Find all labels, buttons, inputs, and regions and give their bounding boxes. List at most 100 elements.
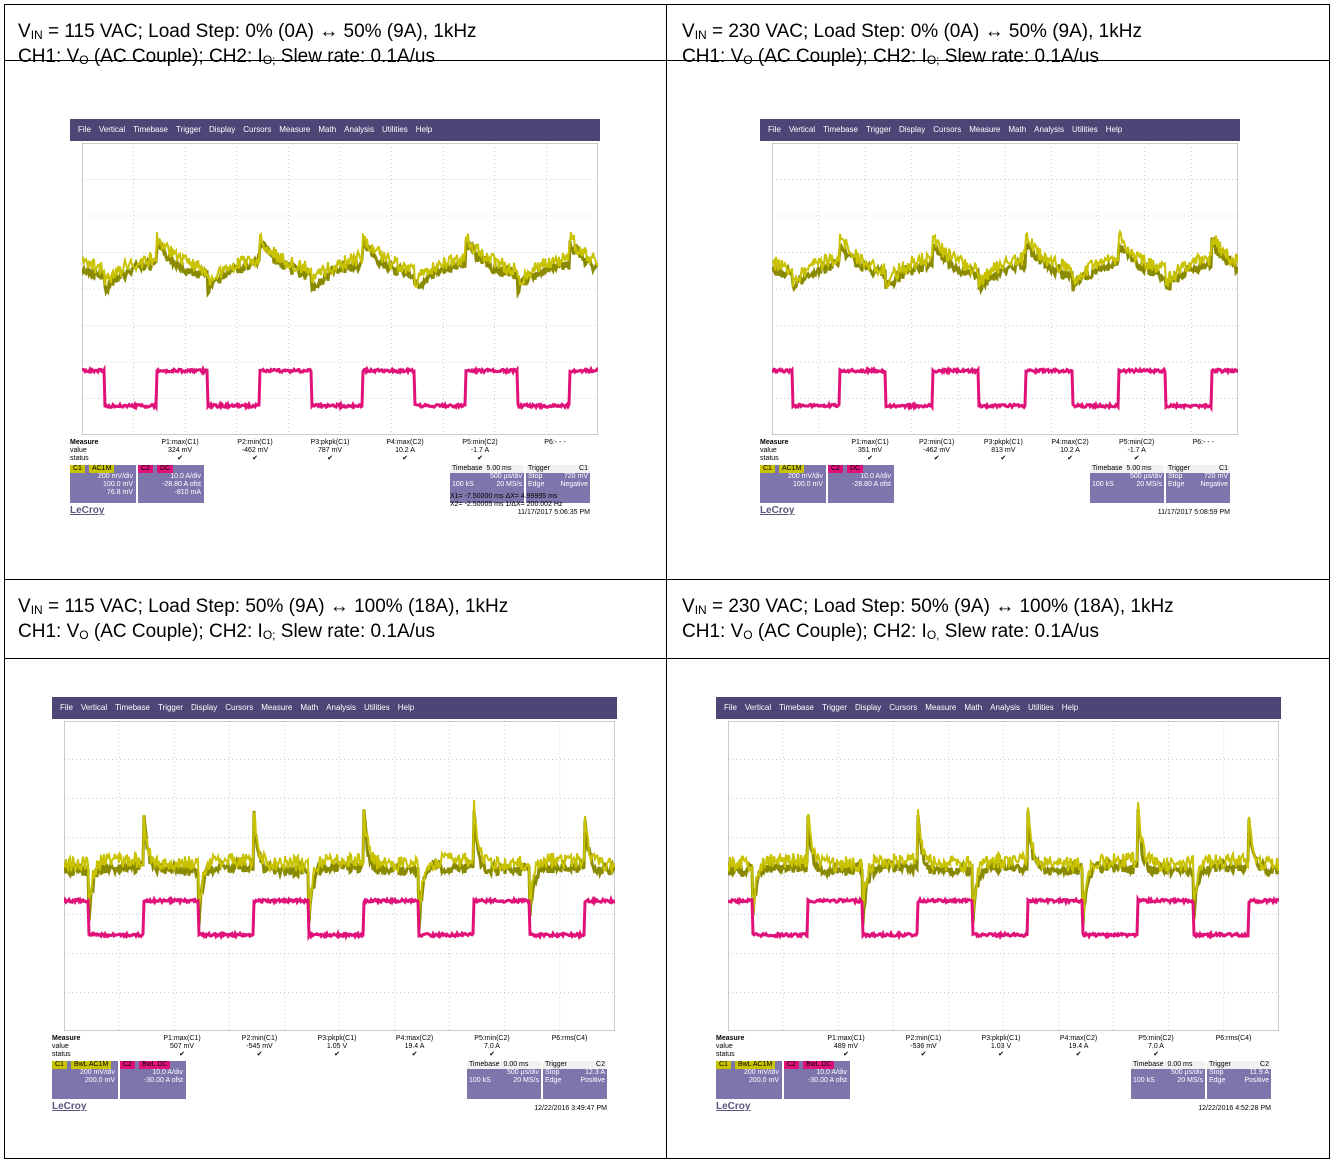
lecroy-logo: LeCroy (716, 1101, 751, 1112)
trigger-box[interactable]: Trigger C2 Stop 11.9 A Edge Positive (1207, 1061, 1271, 1099)
measure-value: 10.2 A (395, 447, 415, 454)
timebase-div: 500 µs/div (1129, 473, 1162, 480)
channel-2-mode: DC (846, 465, 864, 473)
trigger-box[interactable]: Trigger C2 Stop 12.3 A Edge Positive (543, 1061, 607, 1099)
menu-item-vertical[interactable]: Vertical (788, 125, 816, 134)
measure-table: Measure value status P1:max(C1) 489 mV ✔ P2:mi… (716, 1035, 1281, 1059)
menu-item-display[interactable]: Display (855, 703, 882, 712)
timebase-box[interactable]: Timebase 5.00 ms 500 µs/div 100 kS 20 MS/s (450, 465, 524, 503)
table-border (4, 658, 1330, 659)
channel-2-header: C2 DC (138, 465, 204, 473)
trigger-box[interactable]: Trigger C1 Stop 720 mV Edge Negative (526, 465, 590, 503)
menu-item-analysis[interactable]: Analysis (326, 703, 356, 712)
channel-1-offset: 100.0 mV (793, 481, 823, 488)
channel-1-tag: C1 (716, 1061, 731, 1069)
menu-item-trigger[interactable]: Trigger (865, 125, 891, 134)
channel-2-box[interactable]: C2 BwL DC 10.0 A/div -30.00 A ofst (784, 1061, 850, 1099)
channel-1-box[interactable]: C1 AC1M 200 mV/div 100.0 mV (760, 465, 826, 503)
menu-item-analysis[interactable]: Analysis (1034, 125, 1064, 134)
menu-item-utilities[interactable]: Utilities (1071, 125, 1098, 134)
menu-item-analysis[interactable]: Analysis (344, 125, 374, 134)
measure-header: P5:min(C2) (462, 439, 498, 446)
ch2-trace (82, 364, 598, 413)
check-icon: ✔ (327, 455, 333, 462)
check-icon: ✔ (489, 1051, 495, 1058)
menu-item-cursors[interactable]: Cursors (243, 125, 272, 134)
channel-1-box[interactable]: C1 AC1M 200 mV/div 100.0 mV 76.8 mV (70, 465, 136, 503)
scope-menu-bar: File Vertical Timebase Trigger Display Cursor… (70, 119, 600, 141)
measure-label: Measure (70, 439, 99, 446)
menu-item-trigger[interactable]: Trigger (821, 703, 847, 712)
timebase-value: 0.00 ms (1167, 1061, 1193, 1068)
trigger-row: Stop 720 mV (526, 473, 590, 481)
trigger-channel: C1 (579, 465, 588, 472)
menu-item-cursors[interactable]: Cursors (225, 703, 254, 712)
menu-item-display[interactable]: Display (209, 125, 236, 134)
menu-item-math[interactable]: Math (300, 703, 319, 712)
menu-item-file[interactable]: File (724, 703, 737, 712)
menu-item-cursors[interactable]: Cursors (933, 125, 962, 134)
measure-value: 324 mV (167, 447, 193, 454)
timestamp: 12/22/2016 3:49:47 PM (534, 1105, 607, 1112)
channel-1-header: C1 AC1M (760, 465, 826, 473)
menu-item-help[interactable]: Help (415, 125, 433, 134)
menu-item-help[interactable]: Help (1105, 125, 1123, 134)
menu-item-trigger[interactable]: Trigger (157, 703, 183, 712)
menu-item-math[interactable]: Math (318, 125, 337, 134)
timebase-box[interactable]: Timebase 0.00 ms 500 µs/div 100 kS 20 MS/s (467, 1061, 541, 1099)
menu-item-measure[interactable]: Measure (969, 125, 1001, 134)
menu-item-vertical[interactable]: Vertical (98, 125, 126, 134)
channel-1-box[interactable]: C1 BwL AC1M 200 mV/div 200.0 mV (716, 1061, 782, 1099)
check-icon: ✔ (252, 455, 258, 462)
check-icon: ✔ (1075, 1051, 1082, 1058)
menu-item-measure[interactable]: Measure (261, 703, 293, 712)
measure-value: -1.7 A (1127, 447, 1146, 454)
measure-header: P1:max(C1) (161, 439, 199, 446)
value-label: value (716, 1043, 733, 1050)
channel-1-vdiv: 200 mV/div (97, 473, 133, 480)
measure-label: Measure (52, 1035, 81, 1042)
menu-item-math[interactable]: Math (1008, 125, 1027, 134)
timebase-box[interactable]: Timebase 0.00 ms 500 µs/div 100 kS 20 MS/s (1131, 1061, 1205, 1099)
trigger-box[interactable]: Trigger C1 Stop 720 mV Edge Negative (1166, 465, 1230, 503)
trigger-channel: C1 (1219, 465, 1228, 472)
menu-item-utilities[interactable]: Utilities (363, 703, 390, 712)
channel-2-box[interactable]: C2 DC 10.0 A/div -28.80 A ofst (828, 465, 894, 503)
menu-item-math[interactable]: Math (964, 703, 983, 712)
channel-1-mode: BwL AC1M (70, 1061, 112, 1069)
channel-2-box[interactable]: C2 DC 10.0 A/div -28.80 A ofst -810 mA (138, 465, 204, 503)
menu-item-file[interactable]: File (768, 125, 781, 134)
menu-item-timebase[interactable]: Timebase (823, 125, 858, 134)
channel-2-header: C2 DC (828, 465, 894, 473)
menu-item-help[interactable]: Help (1061, 703, 1079, 712)
channel-1-tag: C1 (760, 465, 775, 473)
menu-item-analysis[interactable]: Analysis (990, 703, 1020, 712)
menu-item-file[interactable]: File (78, 125, 91, 134)
menu-item-file[interactable]: File (60, 703, 73, 712)
menu-item-display[interactable]: Display (191, 703, 218, 712)
timebase-div: 500 µs/div (1170, 1069, 1203, 1076)
menu-item-cursors[interactable]: Cursors (889, 703, 918, 712)
trigger-row: Edge Positive (1207, 1077, 1271, 1085)
menu-item-vertical[interactable]: Vertical (80, 703, 108, 712)
trigger-label: Trigger (1209, 1061, 1231, 1068)
menu-item-timebase[interactable]: Timebase (779, 703, 814, 712)
menu-item-utilities[interactable]: Utilities (381, 125, 408, 134)
menu-item-measure[interactable]: Measure (925, 703, 957, 712)
menu-item-help[interactable]: Help (397, 703, 415, 712)
menu-item-vertical[interactable]: Vertical (744, 703, 772, 712)
check-icon: ✔ (843, 1051, 849, 1058)
timebase-box[interactable]: Timebase 5.00 ms 500 µs/div 100 kS 20 MS/s (1090, 465, 1164, 503)
timebase-header: Timebase 0.00 ms (1131, 1061, 1205, 1069)
menu-item-timebase[interactable]: Timebase (133, 125, 168, 134)
menu-item-timebase[interactable]: Timebase (115, 703, 150, 712)
menu-item-trigger[interactable]: Trigger (175, 125, 201, 134)
measure-value: 7.0 A (1148, 1043, 1164, 1050)
menu-item-measure[interactable]: Measure (279, 125, 311, 134)
table-border (666, 4, 667, 1159)
channel-1-box[interactable]: C1 BwL AC1M 200 mV/div 200.0 mV (52, 1061, 118, 1099)
menu-item-utilities[interactable]: Utilities (1027, 703, 1054, 712)
timebase-samples: 100 kS 20 MS/s (1131, 1077, 1205, 1085)
channel-2-box[interactable]: C2 BwL DC 10.0 A/div -30.00 A ofst (120, 1061, 186, 1099)
menu-item-display[interactable]: Display (899, 125, 926, 134)
